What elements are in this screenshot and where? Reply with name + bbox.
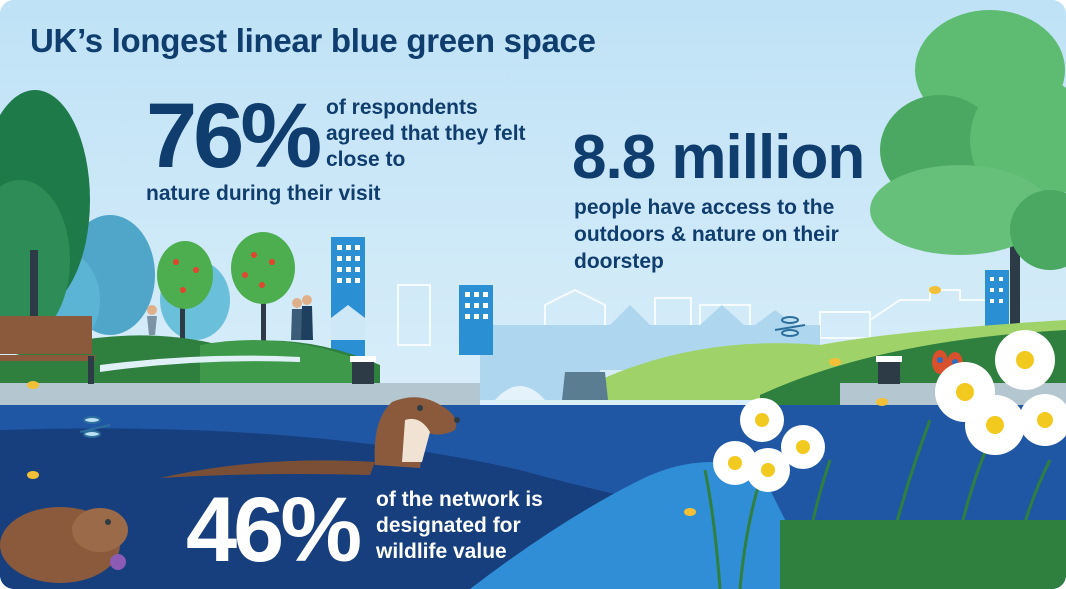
- water-light-stream: [470, 462, 820, 589]
- stat-network-caption: of the network is designated for wildlif…: [376, 488, 543, 563]
- towpath-left: [0, 383, 480, 405]
- water-vole: [0, 507, 128, 583]
- dragonflies: [79, 316, 806, 438]
- tower-right: [985, 270, 1009, 330]
- stat-respondents-value: 76%: [146, 85, 322, 187]
- apple-trees: [157, 232, 295, 350]
- footpath: [100, 355, 300, 372]
- hill-mid: [200, 340, 360, 395]
- bees: [27, 286, 941, 516]
- stat-access-value: 8.8 million: [572, 123, 865, 192]
- tree-right: [870, 10, 1066, 340]
- tower-mid: [459, 285, 493, 355]
- stat-respondents-caption-continued: nature during their visit: [146, 182, 381, 205]
- people: [147, 295, 313, 340]
- mooring-bollards: [352, 360, 900, 384]
- stat-network-value: 46%: [186, 479, 362, 581]
- stat-respondents-caption: of respondents agreed that they felt clo…: [326, 96, 526, 171]
- tower-left: [331, 237, 365, 357]
- riverbank-grass: [780, 520, 1066, 589]
- daisies: [713, 330, 1066, 492]
- bench: [0, 316, 95, 384]
- boat: [562, 372, 608, 400]
- otter: [160, 397, 460, 478]
- stat-access-caption: people have access to the outdoors & nat…: [574, 196, 839, 273]
- page-title: UK’s longest linear blue green space: [30, 22, 596, 59]
